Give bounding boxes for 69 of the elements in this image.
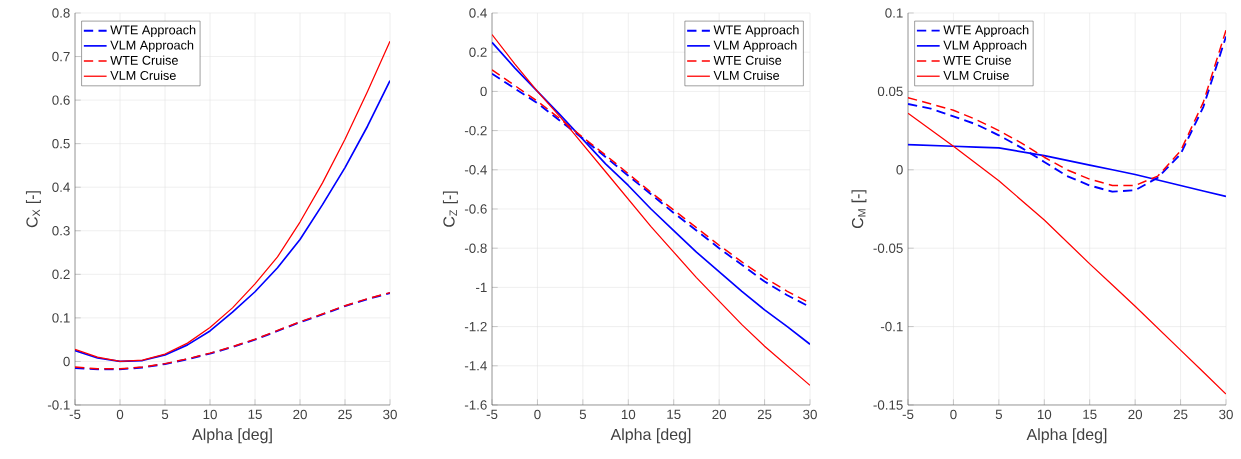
y-tick-label: -0.4 — [464, 165, 487, 175]
y-tick-label: 0.1 — [885, 8, 903, 18]
y-tick-label: 0.2 — [469, 47, 487, 57]
x-tick-label: 30 — [383, 409, 397, 420]
x-tick-label: -5 — [69, 409, 81, 419]
y-tick-label: -0.15 — [873, 400, 903, 410]
legend-label: WTE Approach — [110, 25, 196, 37]
y-tick-label: 0.5 — [52, 138, 70, 149]
x-tick-label: 5 — [579, 409, 587, 419]
legend-label: WTE Approach — [943, 25, 1029, 37]
legend-label: WTE Approach — [713, 25, 799, 37]
y-tick-label: 0.4 — [469, 8, 487, 18]
x-tick-label: 0 — [116, 409, 124, 420]
y-tick-label: -0.2 — [464, 125, 487, 136]
y-tick-label: -0.8 — [464, 243, 487, 253]
y-tick-label: 0.7 — [52, 51, 70, 62]
legend-label: VLM Cruise — [110, 70, 176, 80]
legend-label: WTE Cruise — [943, 55, 1011, 65]
x-axis-title: Alpha [deg] — [610, 428, 691, 444]
y-tick-label: 0.8 — [52, 8, 70, 18]
y-tick-label: 0 — [480, 86, 487, 97]
x-tick-label: 10 — [203, 409, 217, 420]
x-tick-label: 20 — [293, 409, 307, 420]
x-tick-label: 20 — [712, 409, 727, 420]
x-tick-label: 15 — [667, 409, 681, 419]
legend-label: WTE Cruise — [110, 55, 178, 65]
legend-label: VLM Approach — [943, 40, 1027, 53]
y-axis-title: C$_{X}$ [-] — [25, 191, 41, 228]
legend-label: VLM Approach — [713, 40, 797, 53]
y-tick-label: -1 — [476, 282, 487, 292]
y-tick-label: -1.2 — [464, 321, 487, 332]
x-tick-label: 10 — [621, 409, 636, 420]
x-tick-label: 20 — [1128, 409, 1143, 420]
x-tick-label: 0 — [950, 409, 957, 420]
legend-label: VLM Cruise — [943, 70, 1009, 80]
x-tick-label: 25 — [1173, 409, 1188, 420]
y-tick-label: 0.2 — [52, 269, 70, 280]
x-tick-label: 10 — [1037, 409, 1052, 420]
x-tick-label: -5 — [902, 409, 914, 419]
x-tick-label: 25 — [757, 409, 772, 420]
y-tick-label: 0.4 — [52, 182, 70, 192]
y-tick-label: -0.1 — [47, 400, 70, 410]
y-axis-title: C$_{M}$ [-] — [851, 190, 867, 229]
x-tick-label: 15 — [1083, 409, 1097, 419]
x-tick-label: 25 — [338, 409, 352, 420]
y-tick-label: -0.05 — [873, 243, 903, 253]
y-tick-label: 0.1 — [52, 313, 70, 323]
y-tick-label: -1.6 — [464, 400, 487, 410]
legend-label: WTE Cruise — [713, 55, 782, 65]
legend-label: VLM Cruise — [713, 70, 780, 80]
x-tick-label: 15 — [248, 409, 262, 419]
y-tick-label: 0 — [63, 356, 70, 367]
x-tick-label: 30 — [803, 409, 817, 420]
y-tick-label: 0.3 — [52, 226, 70, 236]
y-tick-label: -0.6 — [464, 204, 487, 214]
y-tick-label: -1.4 — [464, 361, 487, 371]
x-axis-title: Alpha [deg] — [192, 428, 272, 444]
y-tick-label: -0.1 — [880, 321, 903, 332]
y-tick-label: 0.6 — [52, 95, 70, 105]
x-tick-label: 0 — [534, 409, 541, 420]
x-tick-label: 5 — [161, 409, 169, 419]
x-axis-title: Alpha [deg] — [1026, 428, 1107, 444]
legend-label: VLM Approach — [110, 40, 194, 53]
y-tick-label: 0.05 — [877, 86, 903, 97]
x-tick-label: 30 — [1219, 409, 1233, 420]
y-tick-label: 0 — [896, 165, 903, 175]
y-axis-title: C$_{Z}$ [-] — [442, 191, 458, 227]
x-tick-label: 5 — [995, 409, 1003, 419]
x-tick-label: -5 — [486, 409, 498, 419]
